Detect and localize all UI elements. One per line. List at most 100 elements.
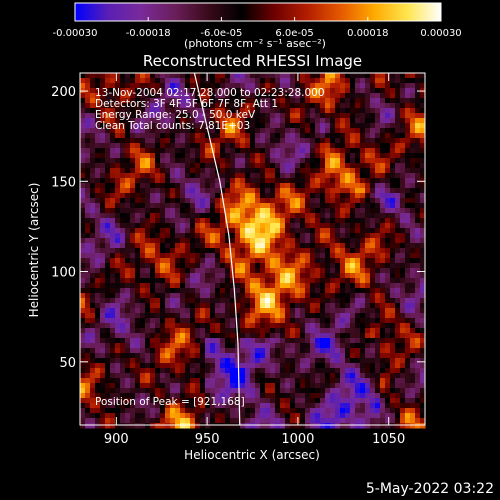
heatmap-cell xyxy=(235,118,241,124)
heatmap-cell xyxy=(130,143,136,149)
heatmap-cell xyxy=(150,378,156,384)
heatmap-cell xyxy=(230,158,236,164)
heatmap-cell xyxy=(215,78,221,84)
heatmap-cell xyxy=(130,408,136,414)
heatmap-cell xyxy=(300,378,306,384)
heatmap-cell xyxy=(175,193,181,199)
heatmap-cell xyxy=(345,408,351,414)
heatmap-cell xyxy=(180,323,186,329)
heatmap-cell xyxy=(360,103,366,109)
heatmap-cell xyxy=(95,218,101,224)
heatmap-cell xyxy=(135,103,141,109)
heatmap-cell xyxy=(410,118,416,124)
heatmap-cell xyxy=(195,143,201,149)
heatmap-cell xyxy=(105,263,111,269)
heatmap-cell xyxy=(375,368,381,374)
heatmap-cell xyxy=(255,123,261,129)
heatmap-cell xyxy=(85,243,91,249)
heatmap-cell xyxy=(380,108,386,114)
heatmap-cell xyxy=(415,73,421,79)
heatmap-cell xyxy=(345,233,351,239)
heatmap-cell xyxy=(420,308,426,314)
heatmap-cell xyxy=(390,343,396,349)
heatmap-cell xyxy=(250,283,256,289)
info-energy-range: Energy Range: 25.0 - 50.0 keV xyxy=(95,109,256,121)
heatmap-cell xyxy=(150,153,156,159)
heatmap-cell xyxy=(335,73,341,79)
heatmap-cell xyxy=(190,258,196,264)
heatmap-cell xyxy=(280,128,286,134)
heatmap-cell xyxy=(145,323,151,329)
heatmap-cell xyxy=(180,258,186,264)
heatmap-cell xyxy=(170,343,176,349)
heatmap-cell xyxy=(285,233,291,239)
heatmap-cell xyxy=(325,168,331,174)
heatmap-cell xyxy=(420,128,426,134)
heatmap-cell xyxy=(325,278,331,284)
heatmap-cell xyxy=(115,303,121,309)
heatmap-cell xyxy=(145,363,151,369)
heatmap-cell xyxy=(105,123,111,129)
heatmap-cell xyxy=(130,198,136,204)
heatmap-cell xyxy=(205,253,211,259)
heatmap-cell xyxy=(100,333,106,339)
heatmap-cell xyxy=(120,73,126,79)
heatmap-cell xyxy=(165,278,171,284)
heatmap-cell xyxy=(260,328,266,334)
heatmap-cell xyxy=(155,283,161,289)
heatmap-cell xyxy=(390,168,396,174)
heatmap-cell xyxy=(225,183,231,189)
heatmap-cell xyxy=(210,133,216,139)
heatmap-cell xyxy=(325,358,331,364)
heatmap-cell xyxy=(165,123,171,129)
heatmap-cell xyxy=(255,188,261,194)
heatmap-cell xyxy=(290,263,296,269)
heatmap-cell xyxy=(405,328,411,334)
heatmap-cell xyxy=(240,263,246,269)
heatmap-cell xyxy=(135,308,141,314)
heatmap-cell xyxy=(225,303,231,309)
heatmap-cell xyxy=(285,108,291,114)
heatmap-cell xyxy=(220,73,226,79)
heatmap-cell xyxy=(365,403,371,409)
heatmap-cell xyxy=(275,73,281,79)
heatmap-cell xyxy=(105,368,111,374)
heatmap-cell xyxy=(170,153,176,159)
heatmap-cell xyxy=(285,363,291,369)
heatmap-cell xyxy=(405,273,411,279)
heatmap-cell xyxy=(190,103,196,109)
heatmap-cell xyxy=(360,223,366,229)
heatmap-cell xyxy=(170,323,176,329)
heatmap-cell xyxy=(365,143,371,149)
heatmap-cell xyxy=(110,328,116,334)
heatmap-cell xyxy=(90,253,96,259)
heatmap-cell xyxy=(270,373,276,379)
heatmap-cell xyxy=(215,188,221,194)
heatmap-cell xyxy=(190,243,196,249)
heatmap-cell xyxy=(110,343,116,349)
heatmap-cell xyxy=(120,98,126,104)
heatmap-cell xyxy=(150,183,156,189)
heatmap-cell xyxy=(415,318,421,324)
heatmap-cell xyxy=(380,388,386,394)
heatmap-cell xyxy=(265,168,271,174)
heatmap-cell xyxy=(335,168,341,174)
heatmap-cell xyxy=(360,343,366,349)
heatmap-cell xyxy=(125,183,131,189)
heatmap-cell xyxy=(330,363,336,369)
heatmap-cell xyxy=(290,203,296,209)
heatmap-cell xyxy=(170,138,176,144)
heatmap-cell xyxy=(195,163,201,169)
heatmap-cell xyxy=(240,198,246,204)
heatmap-cell xyxy=(255,193,261,199)
heatmap-cell xyxy=(205,298,211,304)
heatmap-cell xyxy=(370,278,376,284)
heatmap-cell xyxy=(225,383,231,389)
heatmap-cell xyxy=(375,253,381,259)
heatmap-cell xyxy=(350,218,356,224)
heatmap-cell xyxy=(345,103,351,109)
heatmap-cell xyxy=(240,383,246,389)
heatmap-cell xyxy=(355,83,361,89)
heatmap-cell xyxy=(350,348,356,354)
heatmap-cell xyxy=(130,243,136,249)
